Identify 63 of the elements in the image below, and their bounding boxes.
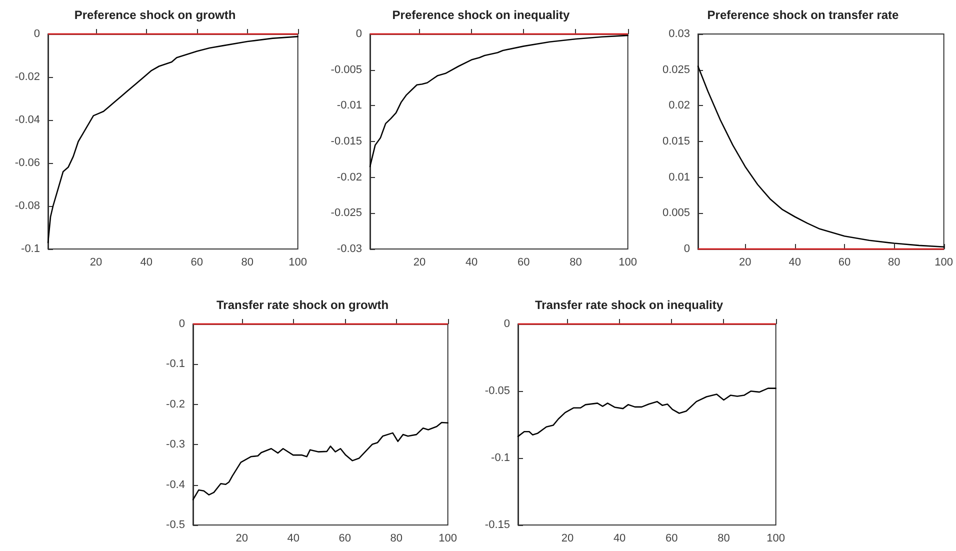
x-tick-label: 80 <box>570 256 582 268</box>
x-tick-label: 40 <box>287 532 300 544</box>
chart-title: Transfer rate shock on growth <box>216 298 389 312</box>
x-tick-label: 100 <box>766 532 786 544</box>
x-tick-label: 80 <box>390 532 402 544</box>
x-tick-label: 60 <box>338 532 351 544</box>
line-series <box>517 388 776 438</box>
line-series <box>192 422 448 500</box>
y-tick-label: -0.3 <box>166 438 185 451</box>
y-tick-label: 0 <box>178 318 185 330</box>
y-tick-label: -0.015 <box>330 136 362 148</box>
y-tick-label: -0.4 <box>166 478 185 491</box>
x-tick-label: 40 <box>788 256 801 268</box>
y-tick-label: 0.025 <box>662 64 690 76</box>
y-tick-label: -0.1 <box>491 452 510 464</box>
x-tick-label: 20 <box>90 256 102 268</box>
x-tick-label: 20 <box>236 532 248 544</box>
y-tick-label: 0 <box>356 28 362 40</box>
y-tick-label: -0.02 <box>336 171 362 184</box>
y-tick-label: 0.01 <box>668 171 690 184</box>
y-tick-label: 0 <box>504 318 510 330</box>
y-tick-label: -0.005 <box>330 64 362 76</box>
x-tick-label: 60 <box>190 256 204 268</box>
x-tick-label: 60 <box>838 256 851 268</box>
x-tick-label: 20 <box>739 256 752 268</box>
y-tick-label: -0.08 <box>14 200 40 212</box>
x-tick-label: 60 <box>666 532 678 544</box>
y-tick-label: -0.04 <box>14 114 40 126</box>
y-tick-label: 0.005 <box>662 207 690 220</box>
y-tick-label: -0.03 <box>336 243 362 255</box>
x-tick-label: 100 <box>288 256 308 268</box>
x-tick-label: 20 <box>561 532 574 544</box>
chart-title: Transfer rate shock on inequality <box>534 298 724 312</box>
x-tick-label: 40 <box>465 256 478 268</box>
y-tick-label: -0.01 <box>336 100 362 112</box>
y-tick-label: 0 <box>34 28 40 40</box>
chart-title: Preference shock on transfer rate <box>707 8 900 22</box>
y-tick-label: 0.02 <box>668 100 690 112</box>
x-tick-label: 80 <box>718 532 730 544</box>
y-tick-label: -0.02 <box>14 71 40 83</box>
y-tick-label: 0.015 <box>662 136 690 148</box>
y-tick-label: -0.025 <box>330 207 362 220</box>
chart-title: Preference shock on inequality <box>392 8 570 22</box>
y-tick-label: -0.1 <box>21 243 40 255</box>
x-tick-label: 80 <box>241 256 254 268</box>
y-tick-label: -0.1 <box>166 358 185 370</box>
x-tick-label: 100 <box>438 532 458 544</box>
y-tick-label: 0 <box>684 243 690 255</box>
x-tick-label: 60 <box>518 256 530 268</box>
line-series <box>697 66 944 248</box>
x-tick-label: 80 <box>888 256 900 268</box>
x-tick-label: 40 <box>613 532 626 544</box>
y-tick-label: -0.06 <box>14 157 40 169</box>
y-tick-label: 0.03 <box>668 28 690 40</box>
x-tick-label: 40 <box>140 256 153 268</box>
x-tick-label: 100 <box>934 256 954 268</box>
y-tick-label: -0.05 <box>484 385 510 397</box>
x-tick-label: 100 <box>618 256 638 268</box>
y-tick-label: -0.2 <box>166 398 185 410</box>
x-tick-label: 20 <box>413 256 426 268</box>
chart-title: Preference shock on growth <box>74 8 236 22</box>
y-tick-label: -0.15 <box>484 519 510 531</box>
y-tick-label: -0.5 <box>166 519 185 531</box>
